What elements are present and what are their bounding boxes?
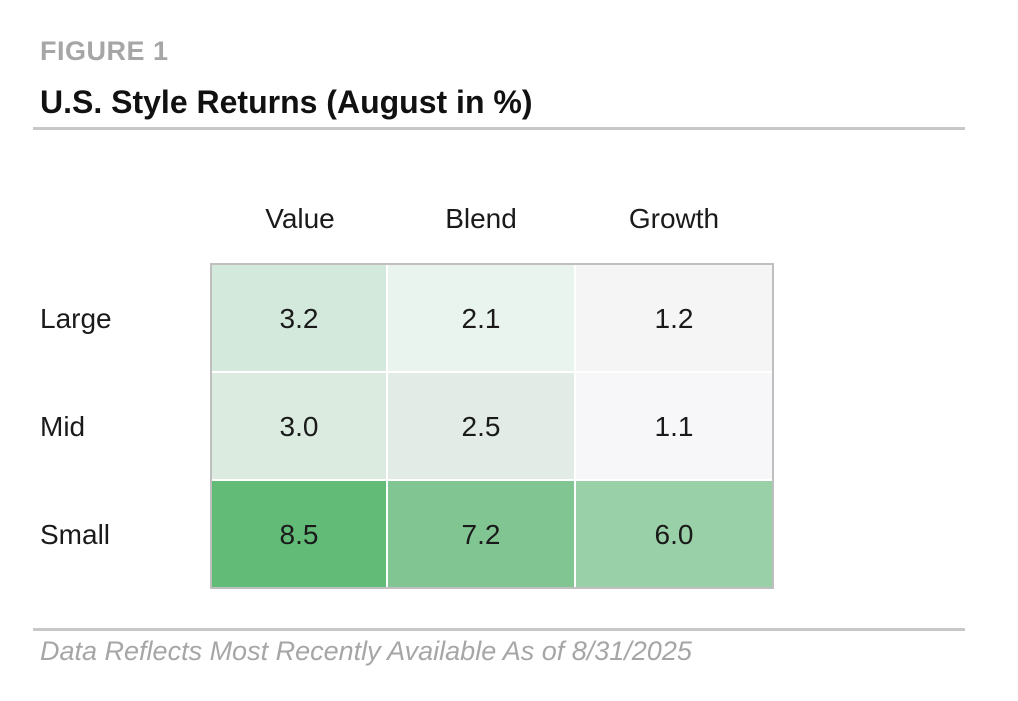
heatmap-cell-large-blend <box>386 263 576 373</box>
title-divider <box>33 127 965 130</box>
row-label-large: Large <box>40 303 112 334</box>
figure-number: FIGURE 1 <box>40 36 169 66</box>
data-footnote: Data Reflects Most Recently Available As… <box>40 636 692 666</box>
cell-value-mid-growth: 1.1 <box>655 411 694 442</box>
column-label-blend: Blend <box>445 203 517 234</box>
heatmap-cell-mid-growth <box>574 371 774 481</box>
row-label-mid: Mid <box>40 411 85 442</box>
column-label-growth: Growth <box>629 203 719 234</box>
heatmap-border <box>210 263 774 589</box>
cell-value-small-growth: 6.0 <box>655 519 694 550</box>
cell-value-large-blend: 2.1 <box>462 303 501 334</box>
footer-divider <box>33 628 965 631</box>
row-label-small: Small <box>40 519 110 550</box>
heatmap-cell-mid-blend <box>386 371 576 481</box>
heatmap-cell-small-growth <box>574 479 774 589</box>
chart-title: U.S. Style Returns (August in %) <box>40 84 533 120</box>
heatmap-cell-large-growth <box>574 263 774 373</box>
row-labels: Large Mid Small <box>40 303 112 550</box>
column-label-value: Value <box>265 203 335 234</box>
column-labels: Value Blend Growth <box>265 203 719 234</box>
heatmap-cells: 3.2 2.1 1.2 3.0 2.5 1.1 8.5 7.2 6.0 <box>210 263 774 589</box>
cell-value-large-growth: 1.2 <box>655 303 694 334</box>
cell-value-mid-value: 3.0 <box>280 411 319 442</box>
cell-value-mid-blend: 2.5 <box>462 411 501 442</box>
cell-value-small-blend: 7.2 <box>462 519 501 550</box>
cell-value-small-value: 8.5 <box>280 519 319 550</box>
cell-value-large-value: 3.2 <box>280 303 319 334</box>
